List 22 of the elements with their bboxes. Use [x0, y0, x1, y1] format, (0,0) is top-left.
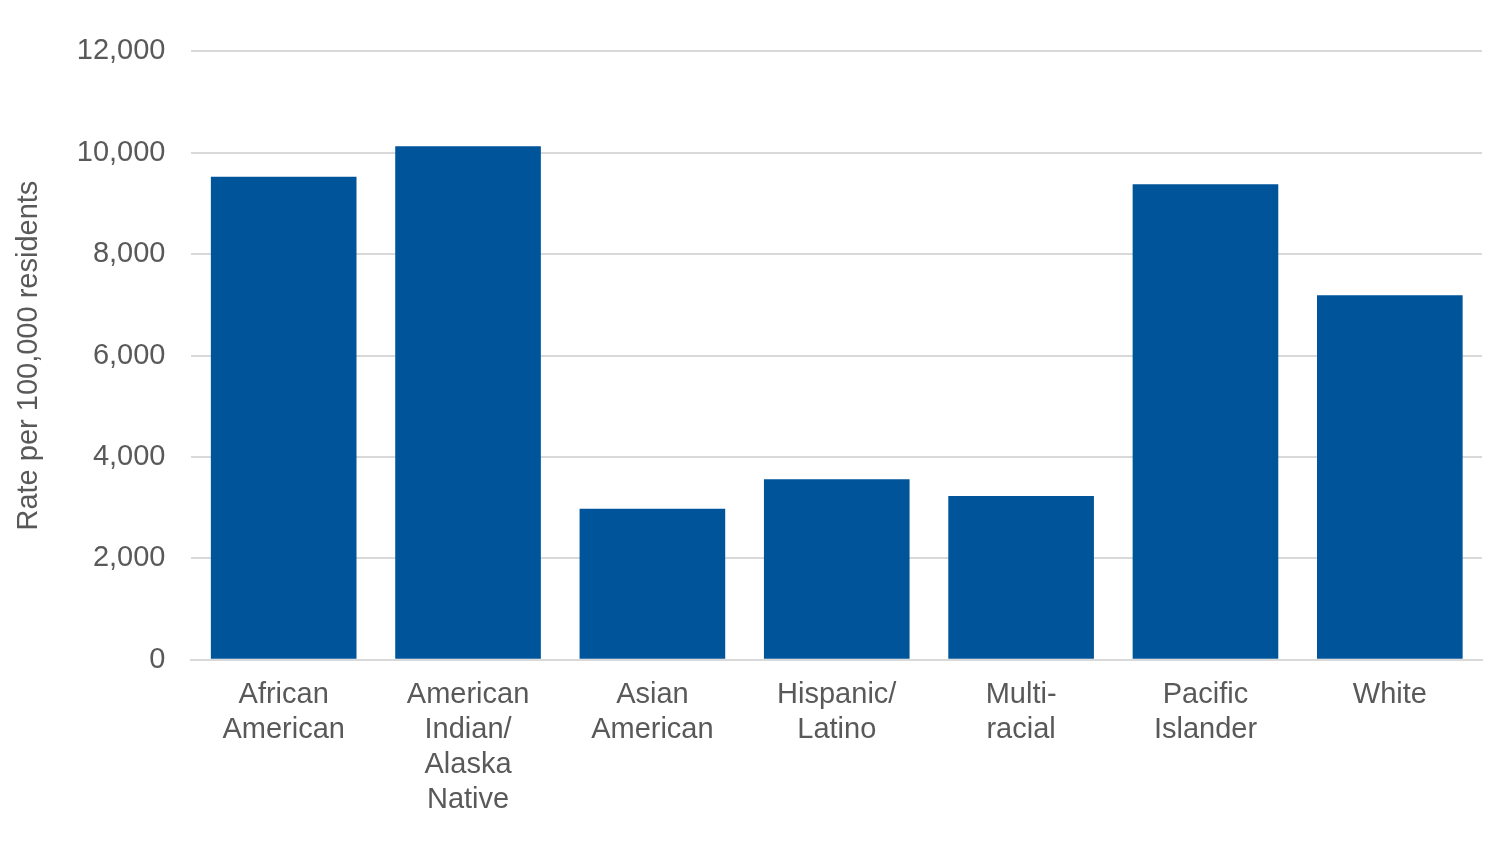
x-tick-label: Asian American	[591, 677, 714, 744]
y-tick-label: 10,000	[76, 134, 166, 167]
y-tick-label: 8,000	[92, 236, 166, 269]
y-tick-label: 0	[149, 641, 166, 674]
x-tick-label: Hispanic/Latino	[777, 677, 898, 744]
bar	[1132, 184, 1279, 659]
x-tick-label: American Indian/Alaska Native	[406, 677, 530, 814]
y-tick-label: 4,000	[92, 439, 166, 471]
bar	[763, 479, 910, 659]
bar	[210, 176, 357, 659]
x-tick-label: Pacific Islander	[1153, 677, 1258, 744]
y-tick-label: 6,000	[92, 337, 166, 370]
y-axis-title: Rate per 100,000 residents	[11, 180, 44, 531]
y-tick-label: 12,000	[76, 33, 166, 66]
x-tick-label: African American	[222, 677, 345, 744]
bar	[395, 146, 541, 659]
bar	[579, 508, 726, 659]
x-tick-label: White	[1352, 677, 1427, 710]
bar	[948, 496, 1094, 659]
y-tick-label: 2,000	[92, 540, 166, 573]
x-tick-label: Multi-racial	[985, 677, 1057, 744]
bar	[1317, 295, 1463, 659]
